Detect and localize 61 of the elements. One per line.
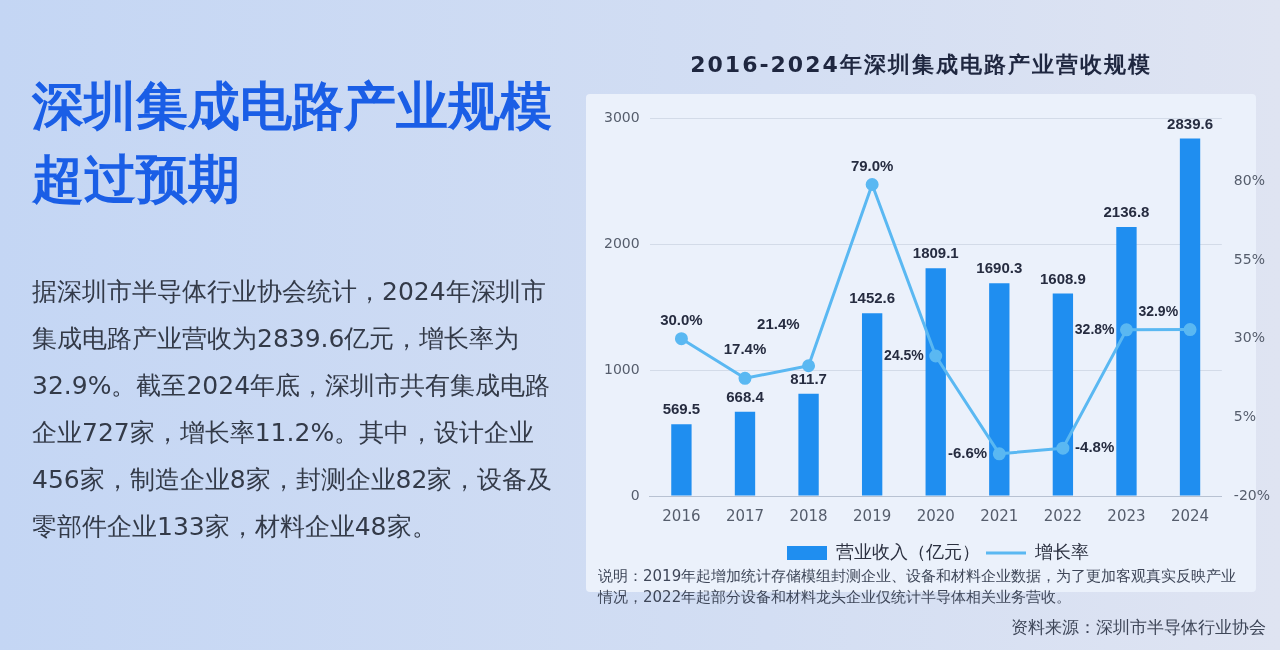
- data-label: 1452.6: [849, 289, 896, 307]
- text: 说明：2019年起增加统计存储模组封测企业、设备和材料企业数据，为了更加客观真实反映产业情况，2022年起部分设备和材料龙头企业仅统计半导体相关业务营收。: [598, 566, 1238, 608]
- y2-tick-label: 55%: [1233, 250, 1265, 267]
- bar: [798, 393, 819, 496]
- data-label: 24.5%: [884, 346, 925, 363]
- y2-tick-label: 5%: [1233, 407, 1257, 424]
- data-label: 2839.6: [1167, 114, 1213, 132]
- y2-tick-label: 80%: [1233, 171, 1265, 188]
- data-label: 32.8%: [1074, 320, 1116, 337]
- point: [1183, 323, 1197, 337]
- point: [865, 177, 879, 191]
- chart-title: 2016-2024年深圳集成电路产业营收规模: [689, 51, 1153, 79]
- text: 据深圳市半导体行业协会统计，2024年深圳市集成电路产业营收为2839.6亿元，增长率为32.9%。截至2024年底，深圳市共有集成电路企业727家，增长率11.2%。其中，设计企业456家，制造企业8家，封测企业82家，设备及零部件企业133家，材料企业48家。: [32, 276, 554, 543]
- data-label: 569.5: [662, 400, 701, 418]
- data-label: 811.7: [790, 369, 827, 387]
- x-tick-label: 2023: [1107, 506, 1146, 525]
- text: 深圳集成电路产业规模超过预期: [32, 75, 553, 211]
- bar: [1116, 227, 1137, 496]
- point: [1119, 323, 1133, 337]
- data-label: 79.0%: [850, 157, 894, 175]
- x-tick-label: 2017: [725, 506, 765, 525]
- x-tick-label: 2018: [789, 506, 828, 525]
- bar: [861, 313, 883, 496]
- data-label: 30.0%: [660, 311, 703, 329]
- point: [738, 371, 752, 385]
- data-label: 21.4%: [757, 315, 800, 333]
- x-tick-label: 2016: [662, 506, 701, 525]
- data-label: 1690.3: [976, 259, 1023, 277]
- x-tick-label: 2019: [853, 506, 892, 525]
- y-tick-label: 2000: [603, 234, 640, 251]
- data-label: 32.9%: [1138, 303, 1179, 320]
- bar: [734, 411, 756, 496]
- point: [929, 349, 943, 363]
- x-tick-label: 2022: [1043, 506, 1082, 525]
- point: [1056, 441, 1070, 455]
- x-tick-label: 2020: [916, 506, 955, 525]
- data-label: 1608.9: [1039, 269, 1086, 287]
- y-tick-label: 1000: [603, 360, 640, 377]
- x-tick-label: 2024: [1170, 506, 1210, 525]
- point: [992, 447, 1006, 461]
- text: 资料来源：深圳市半导体行业协会: [1011, 616, 1266, 639]
- bar: [989, 283, 1010, 496]
- data-label: 668.4: [726, 388, 765, 406]
- bar: [1179, 138, 1201, 496]
- data-label: 17.4%: [723, 339, 767, 357]
- y2-tick-label: 30%: [1233, 329, 1265, 346]
- y-tick-label: 3000: [603, 109, 640, 126]
- legend-label: 增长率: [1034, 540, 1089, 562]
- data-label: 2136.8: [1103, 203, 1150, 221]
- y2-tick-label: -20%: [1233, 486, 1270, 503]
- x-tick-label: 2021: [980, 506, 1019, 525]
- legend-label: 营业收入（亿元）: [836, 540, 980, 562]
- bar: [925, 268, 946, 496]
- data-label: -4.8%: [1075, 438, 1115, 456]
- bar: [1052, 293, 1074, 496]
- y-tick-label: 0: [630, 486, 640, 503]
- point: [674, 332, 688, 346]
- point: [802, 359, 816, 373]
- bar: [671, 424, 692, 496]
- data-label: -6.6%: [947, 443, 988, 461]
- data-label: 1809.1: [912, 244, 959, 262]
